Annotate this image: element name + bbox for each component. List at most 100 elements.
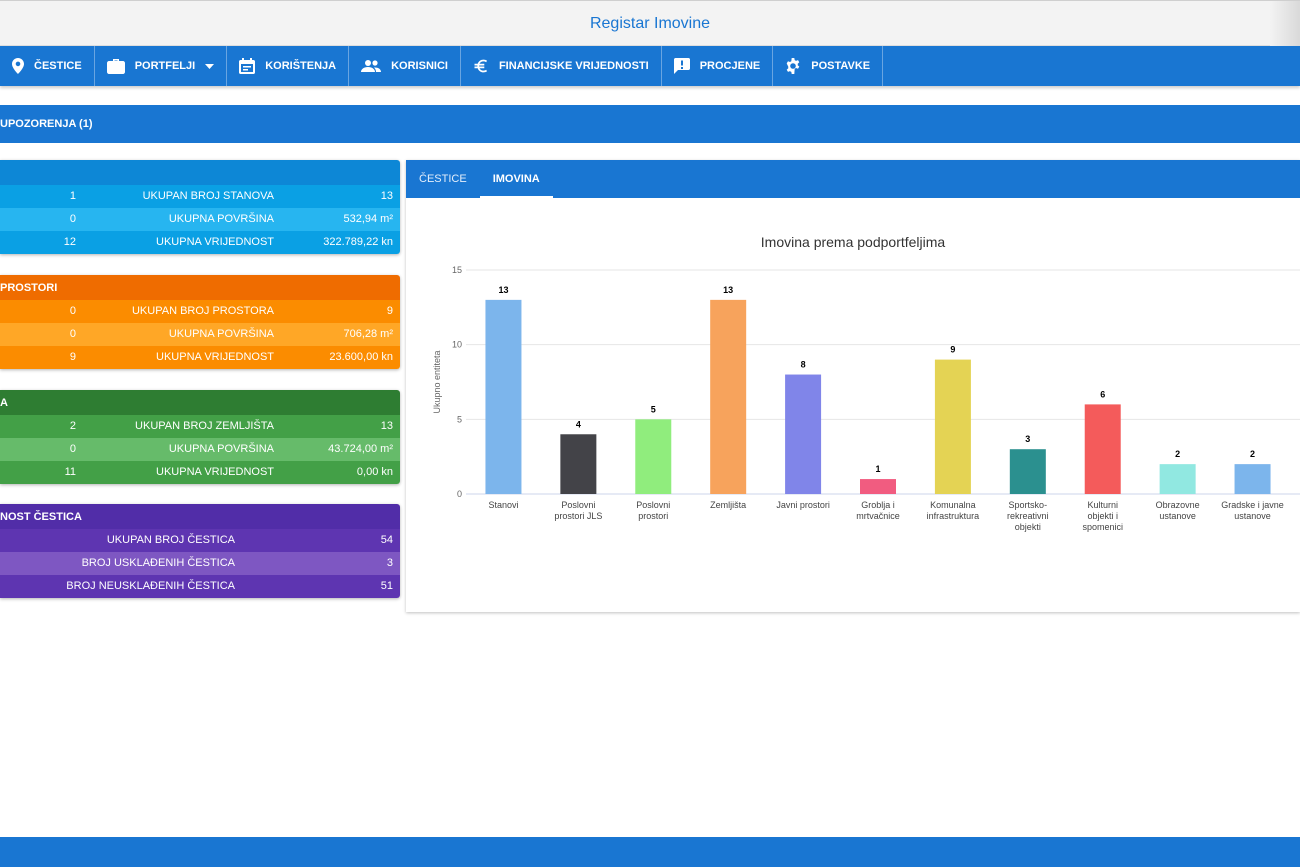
- card-row: BROJ NEUSKLAĐENIH ČESTICA 51: [0, 575, 400, 598]
- row-count: 12: [63, 236, 76, 248]
- x-tick-label: Javni prostori: [776, 500, 830, 510]
- row-count: 11: [64, 466, 76, 478]
- stats-card-stanovi: 1 UKUPAN BROJ STANOVA 13 0 UKUPNA POVRŠI…: [0, 160, 400, 254]
- nav-label: PROCJENE: [699, 60, 761, 72]
- bar-value-label: 13: [723, 285, 733, 295]
- row-label: UKUPNA VRIJEDNOST: [156, 236, 274, 248]
- x-tick-label: Groblja i mrtvačnice: [856, 500, 900, 521]
- row-value: 13: [380, 190, 393, 202]
- x-tick-label: Sportsko-rekreativni objekti: [1007, 500, 1049, 532]
- row-value: 706,28 m²: [343, 328, 393, 340]
- nav-item-postavke[interactable]: POSTAVKE: [773, 46, 884, 86]
- row-value: 0,00 kn: [356, 466, 393, 478]
- row-count: 0: [69, 443, 76, 455]
- row-value: 43.724,00 m²: [328, 443, 393, 455]
- x-tick-label: Obrazovne ustanove: [1156, 500, 1200, 521]
- bar: [785, 374, 822, 494]
- row-count: 1: [69, 190, 76, 202]
- nav-label: POSTAVKE: [811, 60, 871, 72]
- nav-item-koristenja[interactable]: KORIŠTENJA: [227, 46, 350, 86]
- users-icon: [361, 60, 382, 72]
- bar: [934, 359, 971, 494]
- bar: [485, 299, 522, 494]
- row-label: UKUPAN BROJ PROSTORA: [131, 305, 274, 317]
- euro-icon: [474, 59, 487, 73]
- row-value: 9: [386, 305, 393, 317]
- tab-cestice[interactable]: ČESTICE: [419, 173, 467, 185]
- row-value: 13: [380, 420, 393, 432]
- warnings-label: UPOZORENJA (1): [0, 118, 93, 130]
- bar-value-label: 6: [1100, 389, 1105, 399]
- bar-value-label: 2: [1175, 449, 1180, 459]
- stats-card-prostori: PROSTORI 0 UKUPAN BROJ PROSTORA 9 0 UKUP…: [0, 275, 400, 369]
- alert-message-icon: [673, 58, 690, 74]
- nav-label: PORTFELJI: [134, 60, 196, 72]
- row-label: UKUPAN BROJ ČESTICA: [106, 534, 235, 546]
- card-header: A: [0, 390, 400, 415]
- y-tick-label: 0: [457, 489, 462, 499]
- chart-title: Imovina prema podportfeljima: [760, 234, 946, 250]
- y-tick-label: 15: [452, 265, 462, 275]
- x-tick-label: Komunalna infrastruktura: [927, 500, 980, 521]
- row-value: 54: [380, 534, 393, 546]
- row-label: UKUPAN BROJ ZEMLJIŠTA: [135, 420, 274, 432]
- nav-item-financijske-vrijednosti[interactable]: FINANCIJSKE VRIJEDNOSTI: [461, 46, 662, 86]
- caret-down-icon: [205, 63, 215, 69]
- stats-card-zemljista: A 2 UKUPAN BROJ ZEMLJIŠTA 13 0 UKUPNA PO…: [0, 390, 400, 484]
- card-row: 0 UKUPNA POVRŠINA 706,28 m²: [0, 323, 400, 346]
- x-tick-label: Kulturni objekti i spomenici: [1082, 500, 1123, 532]
- bar: [1234, 464, 1271, 494]
- card-header: [0, 160, 400, 185]
- row-label: UKUPNA POVRŠINA: [168, 213, 274, 225]
- nav-item-portfelji[interactable]: PORTFELJI: [95, 46, 228, 86]
- chart-panel: ČESTICE IMOVINA Imovina prema podportfel…: [406, 160, 1300, 612]
- card-row: BROJ USKLAĐENIH ČESTICA 3: [0, 552, 400, 575]
- bar: [635, 419, 672, 494]
- app-titlebar: Registar Imovine: [0, 0, 1300, 47]
- row-count: 2: [69, 420, 76, 432]
- warnings-bar[interactable]: UPOZORENJA (1): [0, 105, 1300, 143]
- bar: [1159, 464, 1196, 494]
- row-count: 0: [69, 305, 76, 317]
- bar: [1084, 404, 1121, 494]
- nav-label: ČESTICE: [34, 60, 82, 72]
- card-row: UKUPAN BROJ ČESTICA 54: [0, 529, 400, 552]
- card-row: 9 UKUPNA VRIJEDNOST 23.600,00 kn: [0, 346, 400, 369]
- card-row: 12 UKUPNA VRIJEDNOST 322.789,22 kn: [0, 231, 400, 254]
- row-label: UKUPNA POVRŠINA: [168, 443, 274, 455]
- row-label: UKUPNA VRIJEDNOST: [156, 351, 274, 363]
- bar: [560, 434, 597, 494]
- row-value: 322.789,22 kn: [323, 236, 393, 248]
- nav-item-cestice[interactable]: ČESTICE: [0, 46, 95, 86]
- bar-value-label: 5: [651, 404, 656, 414]
- card-row: 0 UKUPNA POVRŠINA 43.724,00 m²: [0, 438, 400, 461]
- row-label: UKUPAN BROJ STANOVA: [142, 190, 274, 202]
- app-title: Registar Imovine: [589, 15, 711, 32]
- row-label: UKUPNA VRIJEDNOST: [156, 466, 274, 478]
- row-label: BROJ NEUSKLAĐENIH ČESTICA: [66, 580, 235, 592]
- row-value: 51: [380, 580, 393, 592]
- card-row: 2 UKUPAN BROJ ZEMLJIŠTA 13: [0, 415, 400, 438]
- bar-value-label: 4: [576, 419, 581, 429]
- nav-item-procjene[interactable]: PROCJENE: [662, 46, 774, 86]
- card-row: 0 UKUPNA POVRŠINA 532,94 m²: [0, 208, 400, 231]
- bar: [1009, 449, 1046, 494]
- x-tick-label: Poslovni prostori JLS: [554, 500, 602, 521]
- bar-value-label: 1: [875, 464, 880, 474]
- window-corner: [1270, 1, 1300, 47]
- row-count: 0: [69, 328, 76, 340]
- card-row: 11 UKUPNA VRIJEDNOST 0,00 kn: [0, 461, 400, 484]
- bar-value-label: 8: [801, 360, 806, 370]
- row-value: 23.600,00 kn: [329, 351, 393, 363]
- card-header: PROSTORI: [0, 275, 400, 300]
- tab-imovina[interactable]: IMOVINA: [479, 160, 553, 198]
- nav-item-korisnici[interactable]: KORISNICI: [349, 46, 461, 86]
- nav-label: KORISNICI: [391, 60, 448, 72]
- bar-value-label: 9: [950, 345, 955, 355]
- row-label: BROJ USKLAĐENIH ČESTICA: [81, 557, 235, 569]
- bar: [860, 479, 896, 494]
- y-tick-label: 5: [457, 414, 462, 424]
- y-tick-label: 10: [452, 340, 462, 350]
- bar: [710, 299, 747, 494]
